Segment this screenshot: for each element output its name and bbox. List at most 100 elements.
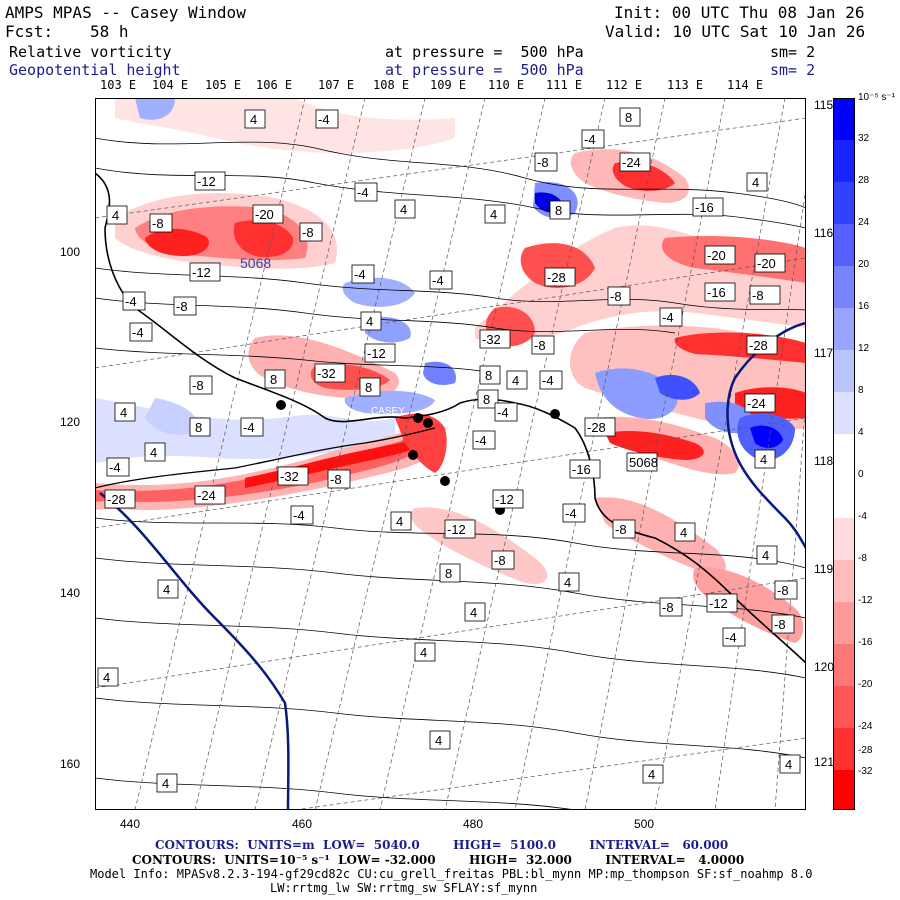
- contour-label: 4: [114, 402, 136, 422]
- contour-label: 4: [244, 109, 266, 129]
- contour-label: -12: [194, 171, 226, 191]
- svg-text:4: 4: [785, 757, 792, 772]
- contour-label: 4: [394, 199, 416, 219]
- contour-label: 4: [674, 522, 696, 542]
- contour-label: -8: [774, 580, 798, 600]
- colorbar-tick: 12: [858, 343, 870, 354]
- svg-text:-8: -8: [777, 583, 789, 598]
- svg-text:-4: -4: [584, 132, 596, 147]
- contour-label: -8: [173, 296, 197, 316]
- contour-label: -28: [584, 417, 616, 437]
- contour-label: -4: [354, 182, 378, 202]
- vorticity-positive-region: [135, 98, 175, 120]
- contour-label: -4: [129, 322, 153, 342]
- svg-text:-28: -28: [749, 338, 768, 353]
- contour-label: -4: [315, 109, 339, 129]
- svg-text:4: 4: [648, 767, 655, 782]
- contour-label: -8: [299, 222, 323, 242]
- svg-text:-24: -24: [622, 155, 641, 170]
- svg-text:4: 4: [512, 373, 519, 388]
- svg-text:4: 4: [760, 452, 767, 467]
- contour-label: -28: [746, 335, 778, 355]
- contour-label: -4: [106, 457, 130, 477]
- contour-label: 4: [779, 754, 801, 774]
- svg-text:-28: -28: [107, 492, 126, 507]
- station-marker: [550, 409, 560, 419]
- colorbar-tick: -8: [858, 553, 867, 564]
- svg-text:4: 4: [250, 112, 257, 127]
- colorbar-tick: 16: [858, 301, 870, 312]
- contour-label: -32: [479, 329, 511, 349]
- svg-text:-4: -4: [109, 460, 121, 475]
- svg-text:8: 8: [270, 372, 277, 387]
- forecast-hour: 58 h: [90, 22, 129, 41]
- vorticity-positive-region: [145, 398, 198, 435]
- lon-label: 106 E: [256, 78, 293, 92]
- svg-text:-4: -4: [354, 267, 366, 282]
- svg-text:-8: -8: [615, 522, 627, 537]
- forecast-label: Fcst:: [5, 22, 54, 41]
- contour-label: 4: [756, 545, 778, 565]
- contour-label: -8: [659, 597, 683, 617]
- lon-label: 111 E: [546, 78, 583, 92]
- svg-text:4: 4: [163, 582, 170, 597]
- contour-label: -4: [494, 402, 518, 422]
- contour-label: -8: [612, 519, 636, 539]
- contour-label: -16: [692, 197, 724, 217]
- field2-name: Geopotential height: [9, 61, 181, 79]
- svg-text:4: 4: [752, 175, 759, 190]
- model-info: Model Info: MPASv8.2.3-194-gf29cd82c CU:…: [90, 867, 813, 881]
- contour-label: -8: [149, 213, 173, 233]
- svg-text:-32: -32: [280, 469, 299, 484]
- contour-label: 4: [414, 642, 436, 662]
- height-contour: [99, 492, 290, 810]
- contour-label: 4: [464, 602, 486, 622]
- station-label: SR: [258, 405, 273, 417]
- contour-label: -4: [722, 627, 746, 647]
- svg-text:-4: -4: [432, 273, 444, 288]
- svg-text:-8: -8: [534, 338, 546, 353]
- vorticity-negative-region: [233, 220, 294, 258]
- contour-label: 8: [477, 389, 499, 409]
- contour-label: 8: [549, 200, 571, 220]
- lon-label: 104 E: [152, 78, 189, 92]
- svg-text:8: 8: [195, 420, 202, 435]
- svg-text:-20: -20: [255, 207, 274, 222]
- contour-label: -4: [659, 307, 683, 327]
- height-contour-info: CONTOURS: UNITS=m LOW= 5040.0 HIGH= 5100…: [155, 838, 729, 852]
- contour-label: 8: [264, 369, 286, 389]
- svg-text:-4: -4: [725, 630, 737, 645]
- svg-text:8: 8: [365, 380, 372, 395]
- contour-label: -32: [277, 466, 309, 486]
- vorticity-negative-region: [145, 228, 209, 256]
- svg-text:-12: -12: [197, 174, 216, 189]
- svg-text:-8: -8: [176, 299, 188, 314]
- svg-text:-24: -24: [197, 488, 216, 503]
- init-time: Init: 00 UTC Thu 08 Jan 26: [614, 3, 865, 22]
- lon-label: 113 E: [667, 78, 704, 92]
- svg-text:-16: -16: [707, 285, 726, 300]
- contour-label: -12: [706, 593, 738, 613]
- lon-label: 108 E: [373, 78, 410, 92]
- contour-label: 4: [97, 667, 119, 687]
- valid-time: Valid: 10 UTC Sat 10 Jan 26: [605, 22, 866, 41]
- contour-label: -20: [252, 204, 284, 224]
- svg-text:8: 8: [445, 566, 452, 581]
- svg-text:-8: -8: [192, 378, 204, 393]
- lon-label: 112 E: [606, 78, 643, 92]
- svg-text:-4: -4: [662, 310, 674, 325]
- contour-label: -4: [290, 505, 314, 525]
- contour-label: -12: [189, 262, 221, 282]
- svg-text:-20: -20: [757, 256, 776, 271]
- svg-text:-28: -28: [587, 420, 606, 435]
- colorbar-tick: -16: [858, 637, 873, 648]
- svg-text:4: 4: [435, 733, 442, 748]
- contour-label: 4: [558, 572, 580, 592]
- station-marker: [413, 413, 423, 423]
- field2-smoothing: sm= 2: [770, 61, 816, 79]
- vorticity-negative-region: [95, 423, 445, 510]
- contour-label: -8: [531, 335, 555, 355]
- contour-label: -24: [619, 152, 651, 172]
- lon-label: 114 E: [727, 78, 764, 92]
- contour-label: 4: [157, 579, 179, 599]
